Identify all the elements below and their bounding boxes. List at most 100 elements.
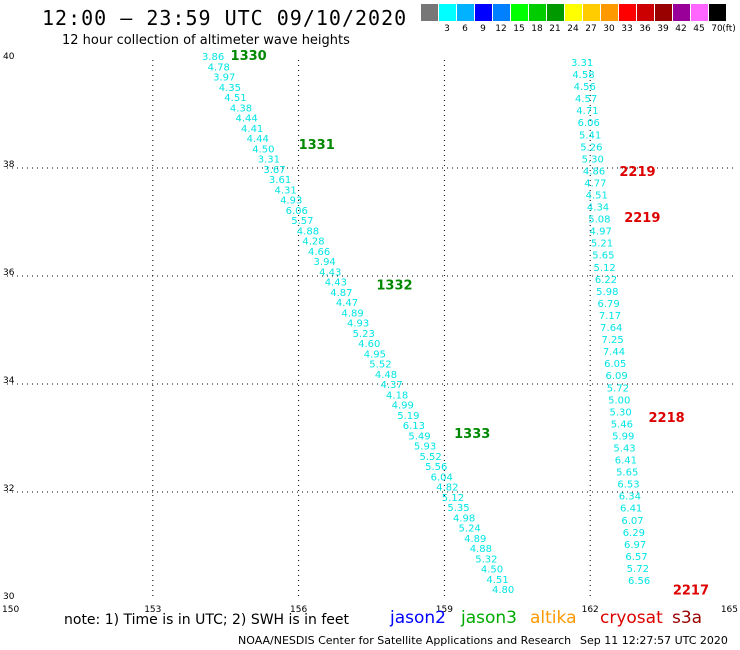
- wave-height-label: 3.31: [571, 58, 593, 69]
- wave-height-label: 4.56: [574, 82, 596, 93]
- wave-height-label: 5.24: [459, 524, 481, 535]
- wave-height-label: 4.35: [219, 83, 241, 94]
- satellite-name: jason3: [461, 608, 517, 628]
- wave-height-label: 5.21: [591, 239, 613, 250]
- wave-height-label: 4.34: [587, 203, 609, 214]
- wave-height-label: 4.97: [590, 227, 612, 238]
- wave-height-label: 6.22: [595, 275, 617, 286]
- wave-height-label: 4.43: [325, 278, 347, 289]
- wave-height-label: 5.65: [616, 468, 638, 479]
- wave-height-label: 4.50: [252, 144, 274, 155]
- footer-note: note: 1) Time is in UTC; 2) SWH is in fe…: [64, 612, 350, 628]
- wave-height-label: 6.29: [623, 528, 645, 539]
- wave-height-label: 3.97: [213, 73, 235, 84]
- wave-height-label: 5.46: [611, 419, 633, 430]
- wave-height-label: 4.48: [375, 370, 397, 381]
- wave-height-label: 4.38: [230, 103, 252, 114]
- wave-height-label: 4.82: [436, 483, 458, 494]
- legend-label: 18: [531, 24, 543, 34]
- wave-height-label: 6.41: [620, 504, 642, 515]
- wave-height-label: 4.57: [575, 94, 597, 105]
- wave-height-label: 5.35: [447, 503, 469, 514]
- pass-time-label: 2219: [624, 211, 660, 226]
- legend-swatch: [475, 4, 492, 21]
- legend-label: 21: [549, 24, 561, 34]
- wave-height-label: 4.80: [492, 585, 514, 596]
- legend-label: 45: [693, 24, 705, 34]
- wave-height-label: 4.44: [235, 114, 257, 125]
- wave-height-label: 6.07: [621, 516, 643, 527]
- wave-height-label: 5.32: [475, 554, 497, 565]
- legend-swatch: [493, 4, 510, 21]
- map-title: 12:00 – 23:59 UTC 09/10/2020: [42, 6, 408, 30]
- wave-height-label: 6.04: [431, 472, 453, 483]
- wave-height-label: 4.51: [224, 93, 246, 104]
- axis-ticks: 150 153 156 159 162 165 30 32 34 36 38 40: [2, 52, 738, 615]
- wave-height-label: 5.72: [607, 383, 629, 394]
- wave-height-label: 6.79: [598, 299, 620, 310]
- lon-tick-label: 162: [582, 605, 599, 615]
- lon-tick-label: 150: [2, 605, 19, 615]
- map-grid: [7, 60, 736, 600]
- wave-height-label: 7.64: [600, 323, 622, 334]
- legend-swatch: [511, 4, 528, 21]
- wave-height-label: 4.66: [308, 247, 330, 258]
- legend-swatch: [619, 4, 636, 21]
- wave-height-label: 4.37: [380, 380, 402, 391]
- wave-height-label: 5.52: [369, 360, 391, 371]
- legend-label: 42: [675, 24, 687, 34]
- wave-height-label: 3.67: [263, 165, 285, 176]
- legend-swatch: [457, 4, 474, 21]
- wave-height-label: 4.89: [464, 534, 486, 545]
- wave-height-label: 6.41: [615, 456, 637, 467]
- wave-height-label: 3.94: [314, 257, 336, 268]
- pass-time-label: 2218: [649, 411, 685, 426]
- legend-unit: (ft): [722, 24, 736, 34]
- wave-height-label: 4.78: [208, 62, 230, 73]
- track-b-labels: 3.314.584.564.574.716.065.415.265.304.86…: [571, 58, 650, 587]
- generated-timestamp: Sep 11 12:27:57 UTC 2020: [580, 634, 728, 647]
- legend-swatch: [583, 4, 600, 21]
- lat-tick-label: 30: [3, 592, 15, 602]
- wave-height-label: 6.53: [617, 480, 639, 491]
- wave-height-label: 4.95: [364, 349, 386, 360]
- wave-height-label: 3.86: [202, 52, 224, 63]
- wave-height-label: 5.23: [353, 329, 375, 340]
- lat-tick-label: 32: [3, 484, 14, 494]
- pass-time-label: 1333: [454, 427, 490, 442]
- wave-height-label: 6.97: [624, 540, 646, 551]
- pass-time-label: 1332: [376, 279, 412, 294]
- legend-swatch: [601, 4, 618, 21]
- wave-height-label: 5.12: [442, 493, 464, 504]
- wave-height-label: 5.41: [579, 130, 601, 141]
- wave-height-label: 3.61: [269, 175, 291, 186]
- lon-tick-label: 159: [436, 605, 453, 615]
- satellite-name: altika: [530, 608, 577, 628]
- lat-tick-label: 40: [3, 52, 15, 62]
- wave-height-label: 5.56: [425, 462, 447, 473]
- wave-height-label: 5.12: [594, 263, 616, 274]
- wave-height-label: 5.26: [580, 142, 602, 153]
- pass-time-label: 2217: [673, 584, 709, 599]
- wave-height-label: 4.28: [302, 237, 324, 248]
- lon-tick-label: 156: [290, 605, 307, 615]
- wave-height-label: 5.93: [414, 442, 436, 453]
- wave-height-label: 6.05: [604, 359, 626, 370]
- wave-height-label: 4.43: [319, 267, 341, 278]
- wave-height-label: 4.51: [586, 191, 608, 202]
- map-subtitle: 12 hour collection of altimeter wave hei…: [62, 33, 350, 48]
- lon-tick-label: 153: [144, 605, 161, 615]
- lat-tick-label: 34: [3, 376, 15, 386]
- wave-height-label: 5.52: [420, 452, 442, 463]
- wave-height-label: 6.56: [628, 576, 650, 587]
- wave-height-label: 4.47: [336, 298, 358, 309]
- legend-swatch: [421, 4, 438, 21]
- legend-swatch: [565, 4, 582, 21]
- legend-swatch: [547, 4, 564, 21]
- wave-height-label: 6.06: [286, 206, 308, 217]
- wave-height-label: 5.65: [592, 251, 614, 262]
- wave-height-label: 4.89: [341, 308, 363, 319]
- wave-height-label: 4.18: [386, 390, 408, 401]
- wave-height-label: 6.09: [605, 371, 627, 382]
- wave-height-label: 4.51: [486, 575, 508, 586]
